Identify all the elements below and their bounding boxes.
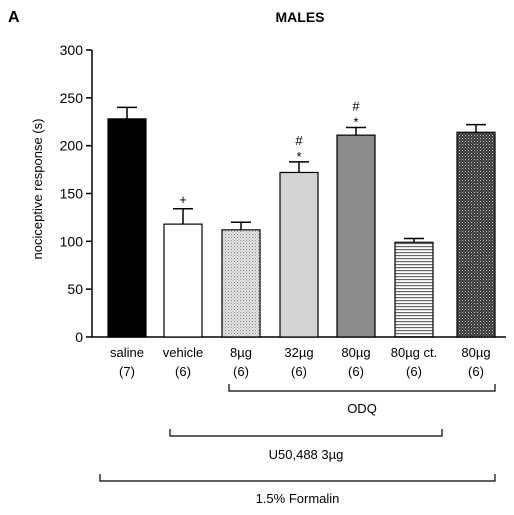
bar (336, 134, 376, 338)
x-tick-label: 80µg ct. (391, 345, 438, 360)
group-bracket (228, 384, 496, 392)
group-brackets: ODQ U50,488 3µg 1.5% Formalin (99, 384, 496, 506)
bar (221, 229, 261, 338)
sample-size-label: (6) (233, 364, 249, 379)
panel-label: A (8, 9, 20, 26)
chart-title: MALES (276, 9, 325, 25)
group-bracket (99, 474, 496, 482)
y-tick-label: 50 (67, 281, 83, 297)
sample-size-label: (6) (291, 364, 307, 379)
bar (394, 241, 434, 338)
significance-mark: # (352, 98, 360, 113)
group-label: ODQ (347, 401, 377, 416)
bar (107, 118, 147, 338)
bar (163, 223, 203, 338)
y-tick-label: 300 (60, 42, 84, 58)
group-label: U50,488 3µg (269, 447, 344, 462)
y-tick-label: 200 (60, 138, 84, 154)
y-tick-label: 0 (75, 329, 83, 345)
significance-mark: * (353, 114, 358, 129)
y-tick-label: 150 (60, 186, 84, 202)
significance-mark: + (179, 192, 187, 207)
x-tick-label: 32µg (284, 345, 313, 360)
y-tick-label: 250 (60, 90, 84, 106)
sample-size-label: (7) (119, 364, 135, 379)
group-label: 1.5% Formalin (256, 491, 340, 506)
x-tick-label: 8µg (230, 345, 252, 360)
sample-size-label: (6) (175, 364, 191, 379)
significance-mark: # (295, 133, 303, 148)
group-bracket (169, 429, 443, 437)
bar (456, 131, 496, 338)
x-tick-label: 80µg (341, 345, 370, 360)
bars: +*#*# (107, 98, 496, 338)
x-tick-label: saline (110, 345, 144, 360)
sample-size-label: (6) (348, 364, 364, 379)
sample-size-label: (6) (406, 364, 422, 379)
y-tick-label: 100 (60, 233, 84, 249)
y-axis-ticks: 0 50 100 150 200 250 300 (60, 42, 92, 345)
significance-mark: * (296, 149, 301, 164)
x-tick-label: 80µg (461, 345, 490, 360)
y-axis-label: nociceptive response (s) (30, 119, 45, 260)
x-tick-label: vehicle (163, 345, 203, 360)
x-axis-labels: saline (7) vehicle (6) 8µg (6) 32µg (6) 80µg (6) 8… (110, 345, 491, 379)
bar (279, 171, 319, 338)
sample-size-label: (6) (468, 364, 484, 379)
